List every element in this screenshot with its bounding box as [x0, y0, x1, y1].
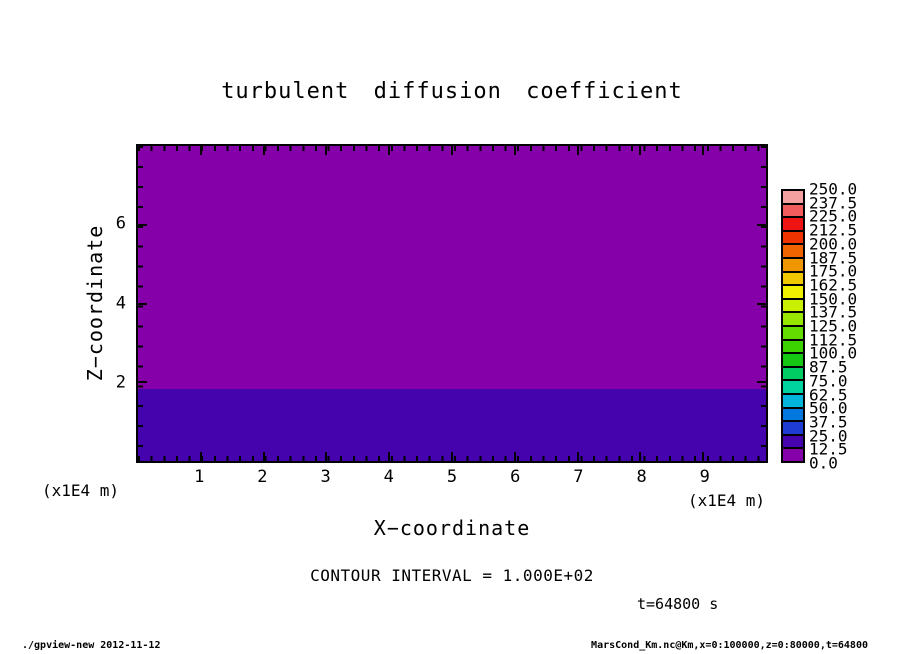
x-major-tick	[576, 146, 579, 155]
colorbar-segment	[783, 338, 803, 353]
x-major-tick	[702, 146, 705, 155]
colorbar-segment	[783, 365, 803, 380]
z-tick-label: 6	[115, 213, 126, 234]
x-major-tick	[702, 452, 705, 461]
colorbar-segment	[783, 311, 803, 325]
x-tick-labels: 1 2 3 4 5 6 7 8 9	[136, 467, 768, 487]
z-tick-label: 2	[115, 372, 126, 393]
colorbar-label: 12.5	[809, 439, 848, 459]
colorbar-segment	[783, 191, 803, 203]
colorbar-label: 75.0	[809, 371, 848, 391]
colorbar-label: 112.5	[809, 330, 858, 350]
colorbar-label: 237.5	[809, 193, 858, 213]
x-major-tick	[325, 146, 328, 155]
colorbar-label: 100.0	[809, 343, 858, 363]
colorbar-label: 0.0	[809, 453, 838, 473]
z-major-tick	[138, 223, 147, 226]
x-tick-label: 9	[699, 467, 710, 487]
x-major-tick	[639, 452, 642, 461]
colorbar-segment	[783, 256, 803, 271]
x-major-tick	[451, 146, 453, 155]
colorbar-label: 162.5	[809, 275, 858, 295]
colorbar-segment	[783, 270, 803, 285]
colorbar	[781, 189, 805, 463]
colorbar-segment	[783, 433, 803, 448]
colorbar-segment	[783, 379, 803, 393]
colorbar-label: 225.0	[809, 206, 858, 226]
colorbar-segment	[783, 229, 803, 244]
colorbar-label: 37.5	[809, 412, 848, 432]
x-tick-label: 3	[320, 467, 331, 487]
z-tick-labels: 2 4 6	[98, 144, 130, 463]
z-tick-label: 4	[115, 293, 126, 313]
x-major-tick	[576, 452, 579, 461]
colorbar-label: 50.0	[809, 398, 848, 418]
z-major-tick	[138, 302, 147, 305]
colorbar-label: 137.5	[809, 302, 858, 322]
z-axis-unit-label: (x1E4 m)	[42, 481, 120, 500]
x-major-tick	[262, 146, 265, 155]
z-axis-title: Z−coordinate	[83, 224, 107, 382]
colorbar-label: 250.0	[809, 179, 858, 199]
colorbar-segment	[783, 392, 803, 407]
x-tick-label: 4	[383, 467, 394, 487]
x-major-tick	[199, 146, 202, 155]
x-major-tick	[451, 452, 453, 461]
z-major-tick	[757, 223, 766, 226]
colorbar-label: 200.0	[809, 234, 858, 254]
x-tick-label: 8	[636, 467, 647, 487]
x-major-tick	[325, 452, 328, 461]
colorbar-label: 62.5	[809, 385, 848, 404]
colorbar-label: 150.0	[809, 289, 858, 309]
colorbar-label: 187.5	[809, 248, 858, 267]
x-major-tick	[388, 146, 391, 155]
x-major-tick	[513, 452, 516, 461]
x-tick-label: 1	[194, 467, 205, 487]
plot-lower-band	[138, 388, 766, 461]
x-tick-label: 5	[446, 467, 458, 487]
colorbar-segment	[783, 420, 803, 434]
contour-interval-label: CONTOUR INTERVAL = 1.000E+02	[310, 566, 594, 585]
time-label: t=64800 s	[637, 595, 719, 613]
z-major-tick	[757, 302, 766, 305]
colorbar-segment	[783, 243, 803, 257]
x-major-tick	[639, 146, 642, 155]
colorbar-label: 87.5	[809, 357, 848, 377]
colorbar-segment	[783, 324, 803, 339]
chart-title: turbulent diffusion coefficient	[221, 79, 683, 104]
x-tick-label: 2	[257, 467, 268, 487]
colorbar-labels: 250.0 237.5 225.0 212.5 200.0 187.5 175.0 162.5…	[809, 181, 869, 471]
x-tick-label: 6	[510, 467, 521, 487]
colorbar-segment	[783, 352, 803, 366]
x-axis-unit-label: (x1E4 m)	[688, 491, 766, 510]
z-major-tick	[138, 381, 147, 384]
z-major-tick	[757, 381, 766, 384]
x-major-tick	[388, 452, 391, 461]
footer-dataset-text: MarsCond_Km.nc@Km,x=0:100000,z=0:80000,t…	[591, 640, 868, 651]
colorbar-segment	[783, 202, 803, 217]
x-major-tick	[513, 146, 516, 155]
colorbar-segment	[783, 447, 803, 461]
x-major-tick	[199, 452, 202, 461]
colorbar-segment	[783, 284, 803, 298]
colorbar-label: 25.0	[809, 426, 848, 446]
colorbar-segment	[783, 297, 803, 312]
colorbar-segment	[783, 216, 803, 230]
colorbar-label: 212.5	[809, 220, 858, 240]
colorbar-label: 175.0	[809, 261, 858, 281]
plot-area	[136, 144, 768, 463]
footer-command-text: ./gpview-new 2012-11-12	[22, 640, 161, 651]
x-major-tick	[262, 452, 265, 461]
colorbar-segment	[783, 406, 803, 421]
x-tick-label: 7	[573, 467, 584, 487]
colorbar-label: 125.0	[809, 316, 858, 336]
x-axis-title: X−coordinate	[373, 516, 531, 540]
